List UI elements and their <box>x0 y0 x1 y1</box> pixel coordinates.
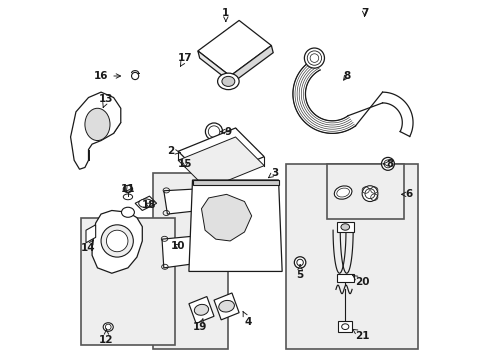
Bar <box>153 173 228 348</box>
Polygon shape <box>92 211 142 273</box>
Text: 15: 15 <box>178 159 192 169</box>
Text: 9: 9 <box>220 127 231 136</box>
Ellipse shape <box>304 48 324 68</box>
Ellipse shape <box>217 73 239 90</box>
Ellipse shape <box>106 230 128 252</box>
Polygon shape <box>188 180 282 271</box>
Polygon shape <box>198 21 271 76</box>
Polygon shape <box>188 297 214 323</box>
Ellipse shape <box>362 186 377 202</box>
Text: 20: 20 <box>352 275 369 287</box>
Ellipse shape <box>294 257 305 268</box>
Bar <box>336 222 353 232</box>
Text: 4: 4 <box>243 311 251 327</box>
Ellipse shape <box>121 207 134 217</box>
Polygon shape <box>198 51 231 83</box>
Ellipse shape <box>139 199 153 208</box>
Text: 8: 8 <box>383 159 392 169</box>
Ellipse shape <box>123 185 132 193</box>
Polygon shape <box>70 92 121 169</box>
Text: 12: 12 <box>99 329 113 345</box>
Text: 21: 21 <box>352 329 369 341</box>
Text: 8: 8 <box>343 71 349 81</box>
Polygon shape <box>214 293 239 320</box>
Text: 7: 7 <box>360 8 367 18</box>
Polygon shape <box>178 137 264 189</box>
Polygon shape <box>178 128 264 180</box>
Polygon shape <box>86 225 96 243</box>
Text: 5: 5 <box>296 265 303 280</box>
Ellipse shape <box>222 76 234 86</box>
Ellipse shape <box>101 225 133 257</box>
Ellipse shape <box>131 72 139 80</box>
Ellipse shape <box>334 186 351 199</box>
Polygon shape <box>201 194 251 241</box>
Bar <box>336 274 353 282</box>
Text: 16: 16 <box>94 71 121 81</box>
Polygon shape <box>135 196 156 211</box>
Text: 2: 2 <box>167 146 180 156</box>
Text: 14: 14 <box>81 240 96 253</box>
Bar <box>338 321 351 332</box>
Text: 19: 19 <box>192 319 206 332</box>
Ellipse shape <box>381 157 394 170</box>
Ellipse shape <box>103 323 113 331</box>
Ellipse shape <box>194 304 208 315</box>
Polygon shape <box>192 180 278 185</box>
Bar <box>326 164 403 220</box>
Text: 6: 6 <box>401 189 412 199</box>
Text: 13: 13 <box>99 94 113 108</box>
Text: 10: 10 <box>171 241 185 251</box>
Polygon shape <box>230 45 273 83</box>
Ellipse shape <box>218 300 234 312</box>
Ellipse shape <box>340 224 349 230</box>
Text: 18: 18 <box>142 200 156 210</box>
Ellipse shape <box>85 108 110 140</box>
Ellipse shape <box>205 123 222 140</box>
Polygon shape <box>162 235 203 268</box>
Text: 17: 17 <box>178 53 192 66</box>
Polygon shape <box>163 189 199 214</box>
Bar <box>285 164 418 348</box>
Text: 3: 3 <box>268 168 278 178</box>
Text: 1: 1 <box>222 8 229 21</box>
Text: 11: 11 <box>121 184 135 194</box>
Bar <box>81 218 174 345</box>
